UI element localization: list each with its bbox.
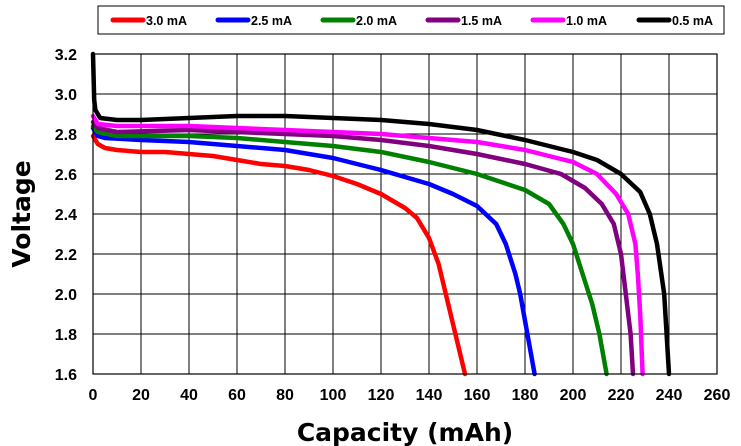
x-tick-label: 140 [416, 387, 443, 404]
y-tick-label: 3.2 [55, 47, 77, 64]
series-lines [90, 51, 672, 377]
x-tick-label: 100 [320, 387, 347, 404]
y-tick-label: 1.8 [55, 327, 77, 344]
x-tick-label: 60 [228, 387, 246, 404]
y-tick-label: 2.6 [55, 167, 77, 184]
x-axis-title: Capacity (mAh) [297, 418, 513, 446]
x-tick-label: 260 [704, 387, 731, 404]
legend: 3.0 mA 2.5 mA 2.0 mA 1.5 mA 1.0 mA 0.5 mA [110, 14, 713, 28]
x-tick-label: 80 [276, 387, 294, 404]
x-tick-label: 240 [656, 387, 683, 404]
x-tick-label: 180 [512, 387, 539, 404]
y-axis-ticks: 1.6 1.8 2.0 2.2 2.4 2.6 2.8 3.0 3.2 [55, 47, 77, 384]
y-axis-title: Voltage [7, 160, 36, 267]
legend-label: 2.5 mA [251, 14, 292, 28]
x-tick-label: 40 [180, 387, 198, 404]
y-tick-label: 2.4 [55, 207, 77, 224]
legend-label: 0.5 mA [672, 14, 713, 28]
series-line-3-0-ma [90, 133, 468, 377]
plot-area-border [92, 53, 718, 375]
y-tick-label: 3.0 [55, 87, 77, 104]
y-tick-label: 1.6 [55, 367, 77, 384]
x-tick-label: 160 [464, 387, 491, 404]
x-tick-label: 220 [608, 387, 635, 404]
x-tick-label: 120 [368, 387, 395, 404]
series-line-1-0-ma [90, 113, 645, 377]
legend-box [97, 5, 725, 35]
x-tick-label: 20 [132, 387, 150, 404]
series-line-1-5-ma [90, 119, 636, 377]
y-tick-label: 2.8 [55, 127, 77, 144]
series-line-2-5-ma [90, 125, 537, 377]
series-line-2-0-ma [90, 123, 609, 377]
x-axis-ticks: 0 20 40 60 80 100 120 140 160 180 200 220 240 260 [89, 387, 731, 404]
grid-lines [93, 54, 717, 374]
y-tick-label: 2.2 [55, 247, 77, 264]
x-tick-label: 0 [89, 387, 98, 404]
legend-label: 3.0 mA [146, 14, 187, 28]
y-tick-label: 2.0 [55, 287, 77, 304]
legend-label: 1.5 mA [461, 14, 502, 28]
legend-label: 2.0 mA [356, 14, 397, 28]
series-line-0-5-ma [90, 51, 672, 377]
x-tick-label: 200 [560, 387, 587, 404]
legend-label: 1.0 mA [566, 14, 607, 28]
